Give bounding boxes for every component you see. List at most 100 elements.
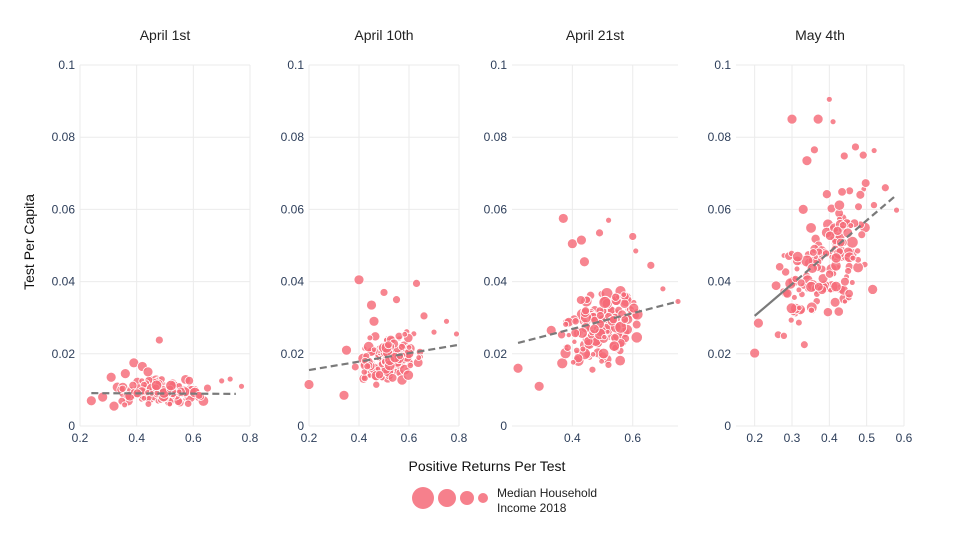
data-point [219, 378, 225, 384]
data-point [579, 257, 589, 267]
panel-title: April 10th [354, 27, 413, 43]
y-tick-label: 0.08 [281, 130, 305, 144]
data-point [753, 318, 763, 328]
data-point [794, 266, 800, 272]
data-point [621, 292, 627, 298]
y-tick-label: 0 [724, 419, 731, 433]
data-point [810, 146, 818, 154]
data-point [590, 352, 595, 357]
data-point [871, 148, 877, 154]
data-point [605, 361, 612, 368]
data-point [375, 371, 383, 379]
data-point [109, 401, 119, 411]
y-tick-label: 0.04 [52, 275, 76, 289]
data-point [868, 284, 878, 294]
data-point [145, 401, 152, 408]
data-point [858, 231, 866, 239]
legend-marker-3 [460, 491, 474, 505]
y-tick-label: 0.02 [281, 347, 305, 361]
data-point [420, 312, 428, 320]
data-point [870, 202, 877, 209]
data-point [855, 203, 863, 211]
data-point [129, 381, 137, 389]
data-point [596, 311, 604, 319]
y-tick-label: 0.06 [281, 202, 305, 216]
data-point [647, 261, 655, 269]
y-tick-label: 0.1 [287, 58, 304, 72]
data-point [576, 296, 585, 305]
data-point [304, 379, 314, 389]
y-tick-label: 0.1 [490, 58, 507, 72]
data-point [606, 217, 612, 223]
y-tick-label: 0 [500, 419, 507, 433]
data-point [364, 363, 371, 370]
data-point [851, 143, 859, 151]
panel-title: May 4th [795, 27, 845, 43]
data-point [385, 341, 393, 349]
y-tick-label: 0.06 [484, 202, 508, 216]
data-point [838, 188, 847, 197]
data-point [351, 363, 359, 371]
y-axis-title: Test Per Capita [21, 194, 37, 290]
data-point [398, 343, 405, 350]
data-point [775, 263, 783, 271]
data-point [572, 318, 579, 325]
data-point [106, 372, 116, 382]
data-point [861, 179, 870, 188]
x-tick-label: 0.4 [821, 431, 838, 445]
y-tick-label: 0.04 [708, 275, 732, 289]
data-point [369, 316, 379, 326]
panel-2: April 10th 0 0.02 0.04 0.06 0.08 0.1 0.2 0.4 0.6 0… [281, 27, 468, 445]
data-point [849, 280, 855, 286]
y-tick-label: 0.1 [714, 58, 731, 72]
data-point [660, 286, 666, 292]
data-point [406, 345, 412, 351]
y-tick-label: 0.04 [484, 275, 508, 289]
data-point [602, 334, 607, 339]
x-tick-label: 0.2 [746, 431, 763, 445]
data-point [574, 347, 580, 353]
data-point [845, 289, 854, 298]
data-point [120, 369, 130, 379]
data-point [564, 344, 571, 351]
data-point [155, 336, 163, 344]
data-point [798, 204, 808, 214]
data-point [750, 348, 760, 358]
data-point [413, 279, 421, 287]
data-point [570, 360, 576, 366]
data-point [367, 300, 377, 310]
data-point [834, 200, 844, 210]
data-point [840, 277, 849, 286]
data-point [599, 359, 605, 365]
trend-line [91, 393, 236, 394]
x-tick-label: 0.3 [784, 431, 801, 445]
data-point [576, 235, 586, 245]
data-point [797, 305, 803, 311]
data-point [853, 262, 864, 273]
y-tick-label: 0.02 [52, 347, 76, 361]
data-point [834, 307, 843, 316]
data-point [589, 366, 596, 373]
y-tick-label: 0.1 [58, 58, 75, 72]
data-point [825, 270, 833, 278]
data-point [239, 383, 245, 389]
data-point [143, 367, 153, 377]
x-tick-label: 0.6 [185, 431, 202, 445]
data-point [802, 156, 812, 166]
data-point [791, 295, 797, 301]
data-point [621, 316, 629, 324]
legend-marker-1 [412, 487, 434, 509]
y-tick-label: 0.06 [708, 202, 732, 216]
legend-marker-4 [478, 493, 488, 503]
data-point [566, 332, 571, 337]
data-point [808, 307, 814, 313]
data-point [354, 275, 364, 285]
data-point [567, 239, 577, 249]
data-point [534, 381, 544, 391]
x-tick-label: 0.8 [451, 431, 468, 445]
data-point [806, 223, 817, 234]
data-point [367, 335, 373, 341]
data-point [151, 380, 162, 391]
data-point [615, 355, 626, 366]
